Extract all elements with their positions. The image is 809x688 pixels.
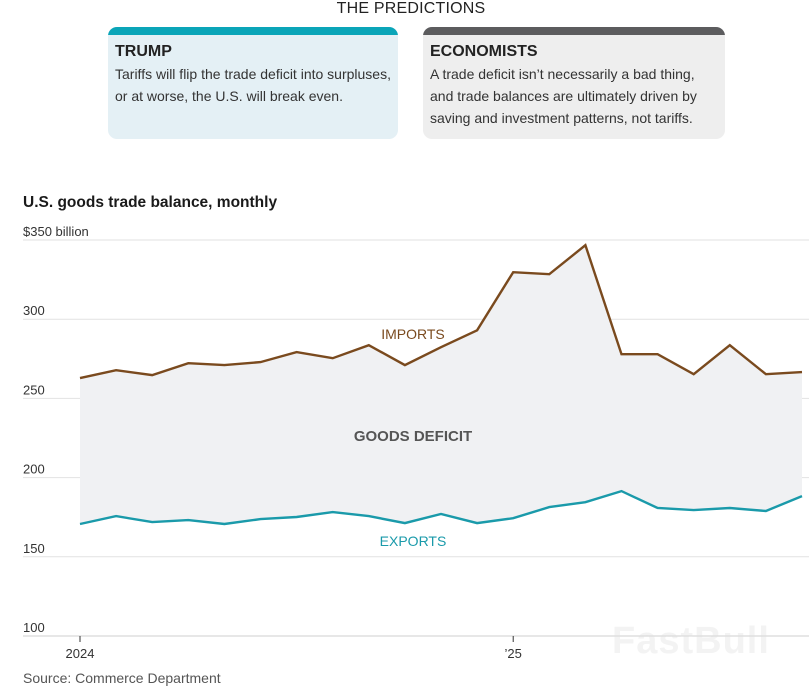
economists-text: A trade deficit isn’t necessarily a bad … — [430, 66, 697, 126]
predictions-title: THE PREDICTIONS — [336, 0, 486, 17]
goods-deficit-area — [80, 245, 802, 524]
y-tick-label: $350 billion — [23, 224, 89, 239]
exports-line — [79, 489, 803, 526]
y-tick-label: 250 — [23, 382, 45, 397]
goods-deficit-label: GOODS DEFICIT — [354, 428, 472, 445]
economists-accent-bar — [423, 27, 725, 35]
source-note: Source: Commerce Department — [23, 670, 221, 686]
economists-heading: ECONOMISTS — [430, 43, 538, 60]
x-tick-label: ’25 — [505, 646, 522, 661]
x-axis: 2024 ’25 — [66, 636, 522, 661]
economists-prediction-card: ECONOMISTS A trade deficit isn’t necessa… — [423, 27, 725, 139]
y-tick-label: 200 — [23, 462, 45, 477]
trump-prediction-card: TRUMP Tariffs will flip the trade defici… — [108, 27, 398, 139]
y-axis-labels: $350 billion 300 250 200 150 100 — [23, 224, 89, 635]
series-lines — [79, 243, 803, 526]
y-tick-label: 300 — [23, 303, 45, 318]
chart-title: U.S. goods trade balance, monthly — [23, 194, 278, 211]
imports-line — [79, 243, 803, 380]
x-tick-label: 2024 — [66, 646, 95, 661]
imports-label: IMPORTS — [381, 326, 445, 342]
y-tick-label: 150 — [23, 541, 45, 556]
exports-label: EXPORTS — [380, 533, 447, 549]
trump-accent-bar — [108, 27, 398, 35]
y-tick-label: 100 — [23, 620, 45, 635]
trump-text: Tariffs will flip the trade deficit into… — [115, 66, 391, 104]
trump-heading: TRUMP — [115, 43, 172, 60]
watermark: FastBull — [612, 620, 770, 662]
